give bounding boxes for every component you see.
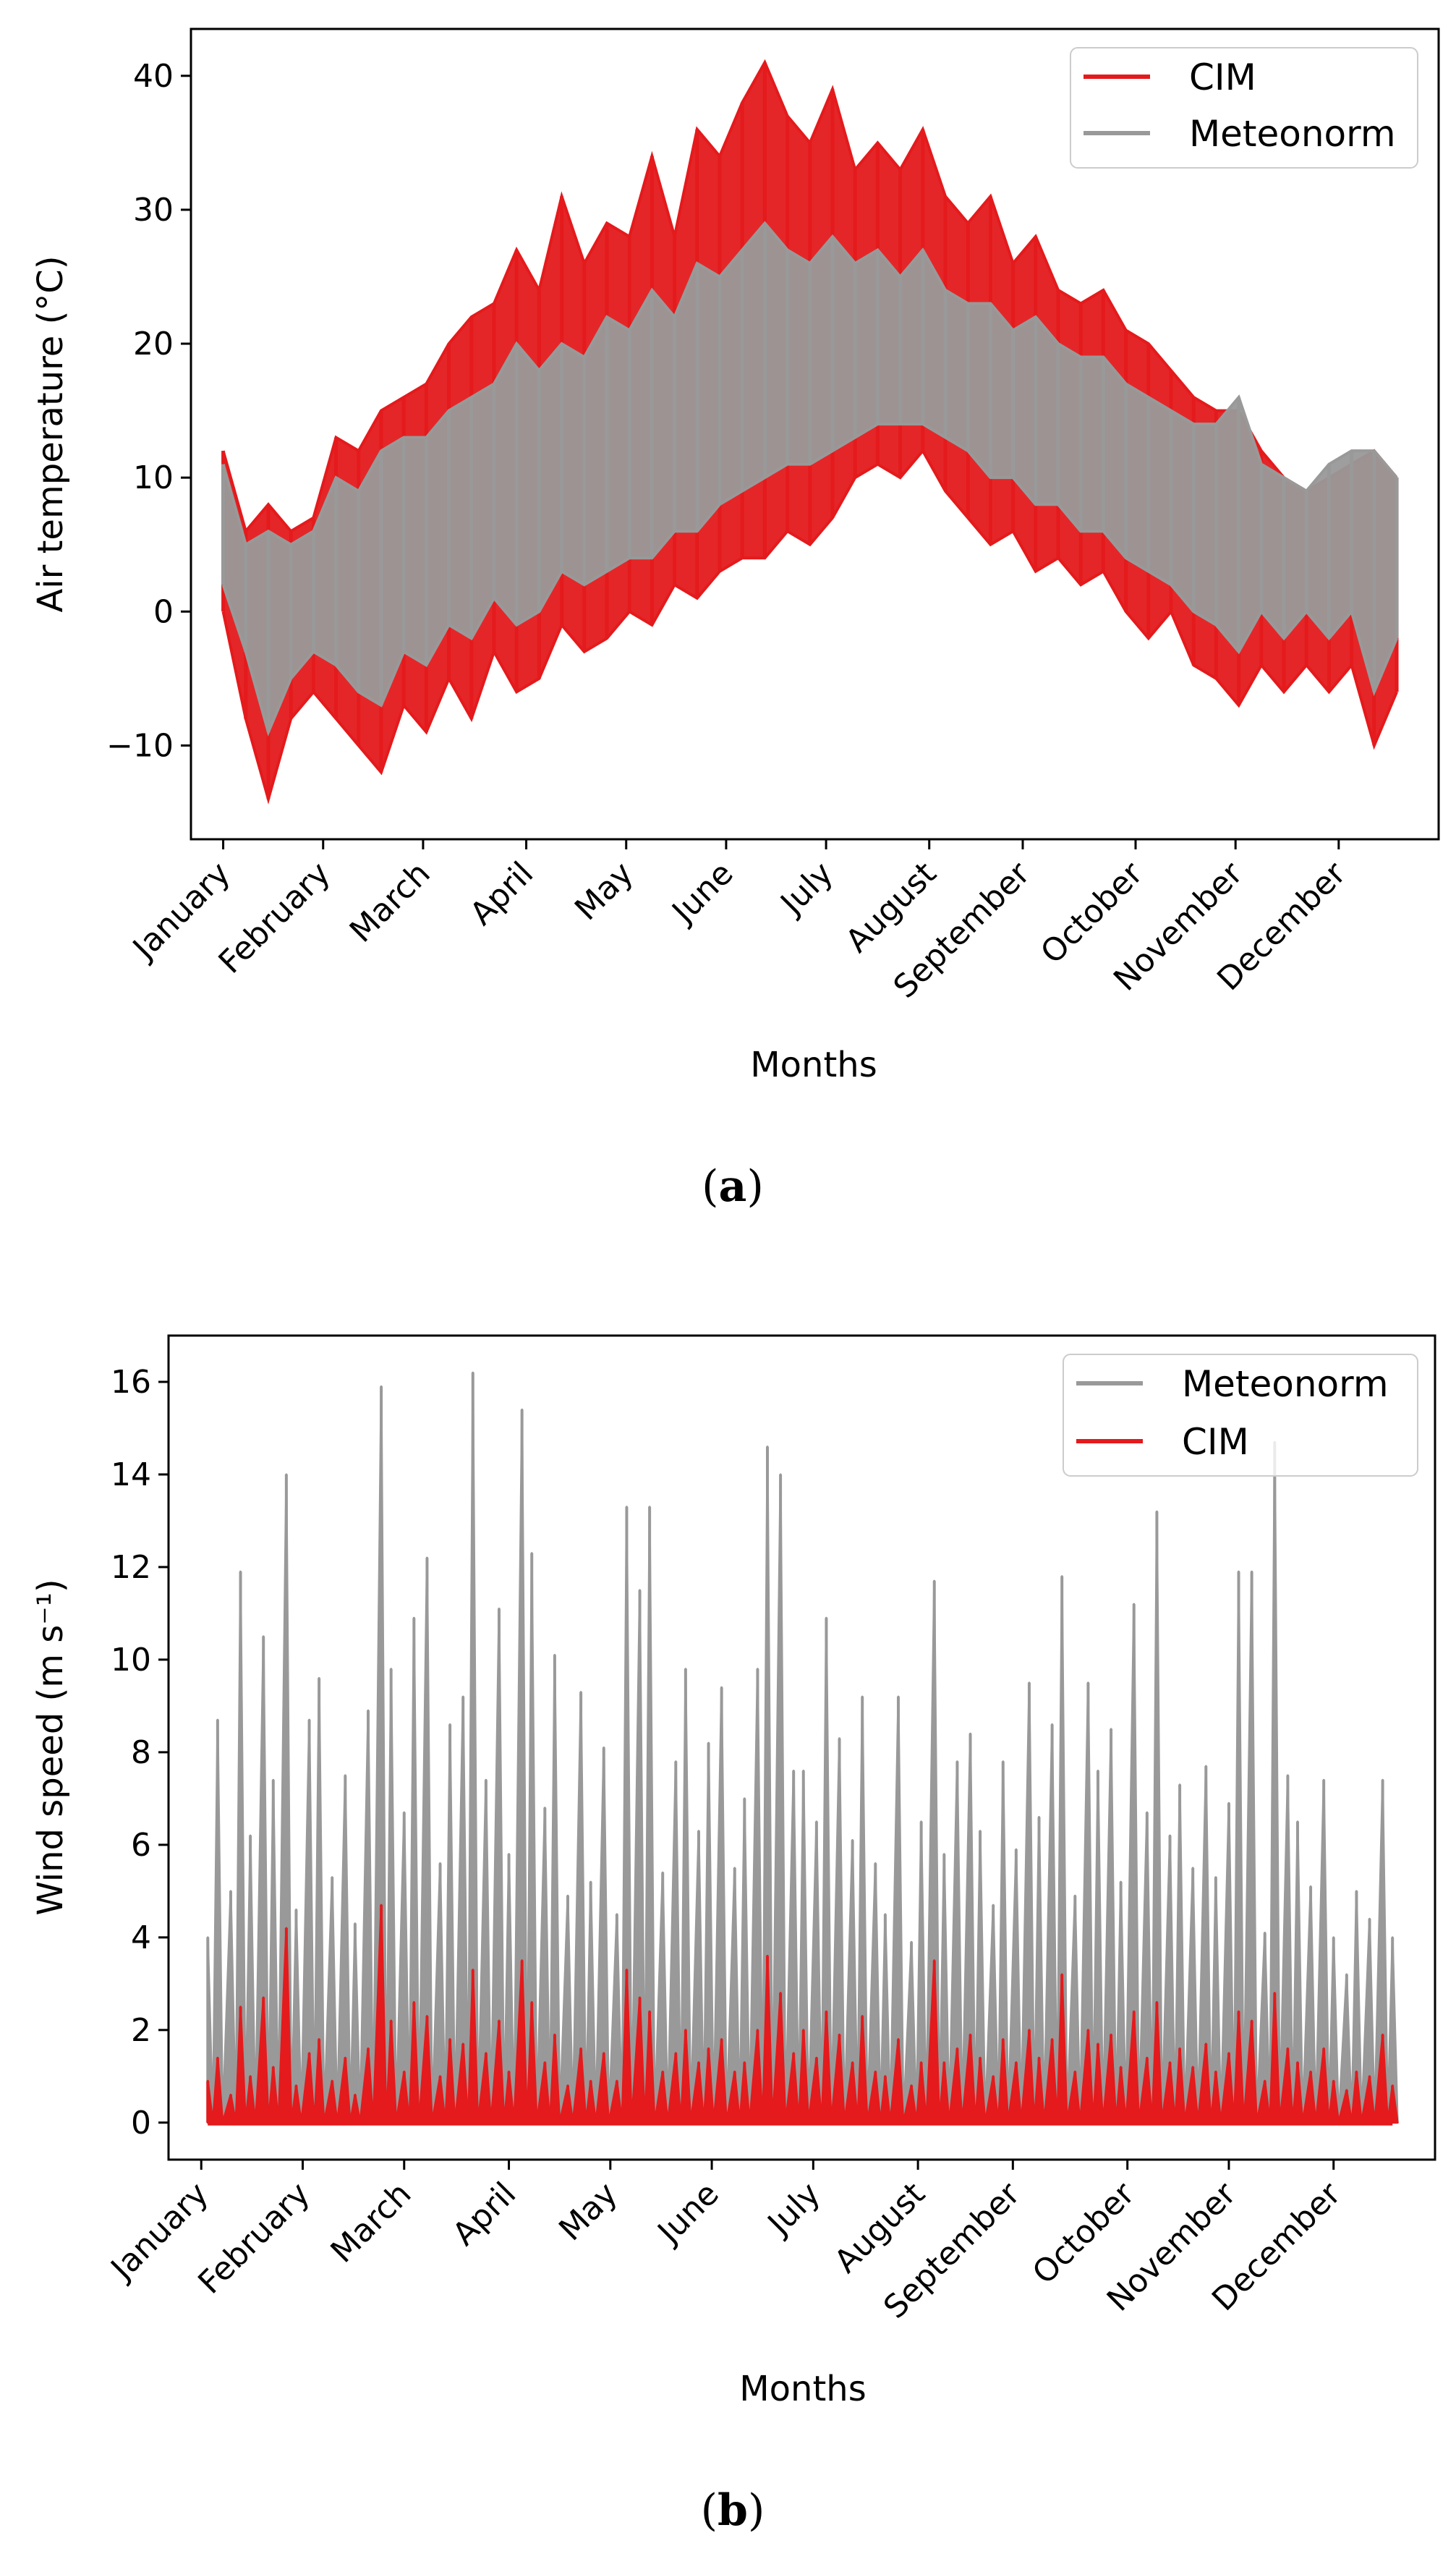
panel-b-caption-letter: b <box>718 2485 748 2536</box>
x-tick-label: April <box>463 855 540 933</box>
y-tick-label: 2 <box>131 2012 151 2049</box>
panel-b-y-axis-label: Wind speed (m s⁻¹) <box>30 1579 71 1915</box>
x-tick-label: April <box>446 2176 523 2253</box>
y-tick-label: −10 <box>106 727 174 764</box>
panel-a-axes-frame <box>190 27 1440 841</box>
series-line-min-cim <box>221 448 1398 805</box>
x-tick-label: July <box>772 855 840 923</box>
y-tick-label: 10 <box>111 1642 151 1679</box>
y-tick-label: 40 <box>133 58 174 95</box>
panel-a-plot-area <box>221 59 1399 805</box>
panel-b-legend: Meteonorm CIM <box>1063 1354 1418 1477</box>
panel-a-caption-letter: a <box>719 1161 747 1212</box>
series-line-min-meteonorm <box>221 423 1398 737</box>
series-line-max-cim <box>221 59 1398 535</box>
x-tick-label: June <box>650 2176 726 2252</box>
y-tick-label: 20 <box>133 326 174 362</box>
panel-a-legend-label-meteonorm: Meteonorm <box>1189 113 1396 155</box>
x-tick-label: March <box>343 855 438 950</box>
panel-b-legend-box <box>1063 1354 1418 1477</box>
y-tick-label: 0 <box>153 593 174 630</box>
panel-a-x-axis-label: Months <box>750 1045 877 1085</box>
panel-b-legend-label-meteonorm: Meteonorm <box>1182 1363 1389 1405</box>
y-tick-label: 10 <box>133 459 174 496</box>
panel-a-legend-box <box>1070 47 1418 169</box>
panel-a-caption: (a) <box>702 1161 764 1212</box>
y-tick-label: 4 <box>131 1919 151 1956</box>
x-tick-label: June <box>664 855 741 932</box>
panel-b-legend-label-cim: CIM <box>1182 1421 1249 1463</box>
x-tick-label: February <box>212 855 338 981</box>
panel-a-legend-label-cim: CIM <box>1189 56 1256 98</box>
x-tick-label: February <box>191 2176 317 2301</box>
series-cim <box>206 1904 1399 2126</box>
y-tick-label: 30 <box>133 192 174 229</box>
y-tick-label: 12 <box>111 1549 151 1586</box>
series-line-max-meteonorm <box>221 221 1398 547</box>
panel-b-y-ticks: 0 2 4 6 8 10 12 14 16 <box>111 1364 169 2142</box>
x-tick-label: May <box>552 2176 624 2248</box>
y-tick-label: 16 <box>111 1364 151 1401</box>
series-meteonorm <box>206 1371 1399 2126</box>
x-tick-label: May <box>568 855 640 928</box>
y-tick-label: 14 <box>111 1456 151 1493</box>
x-tick-label: March <box>324 2176 419 2270</box>
y-tick-label: 6 <box>131 1827 151 1864</box>
panel-b-x-axis-label: Months <box>739 2369 866 2409</box>
x-tick-label: July <box>759 2176 827 2244</box>
y-tick-label: 8 <box>131 1734 151 1771</box>
panel-b-caption: (b) <box>701 2485 765 2536</box>
panel-b-axes-frame <box>167 1334 1436 2161</box>
series-meteonorm <box>221 221 1399 737</box>
panel-b-plot-area <box>206 1371 1399 2126</box>
panel-a-legend: CIM Meteonorm <box>1070 47 1418 169</box>
panel-a-y-axis-label: Air temperature (°C) <box>30 255 71 612</box>
panel-a-y-ticks: −10 0 10 20 30 40 <box>106 58 191 764</box>
y-tick-label: 0 <box>131 2105 151 2142</box>
